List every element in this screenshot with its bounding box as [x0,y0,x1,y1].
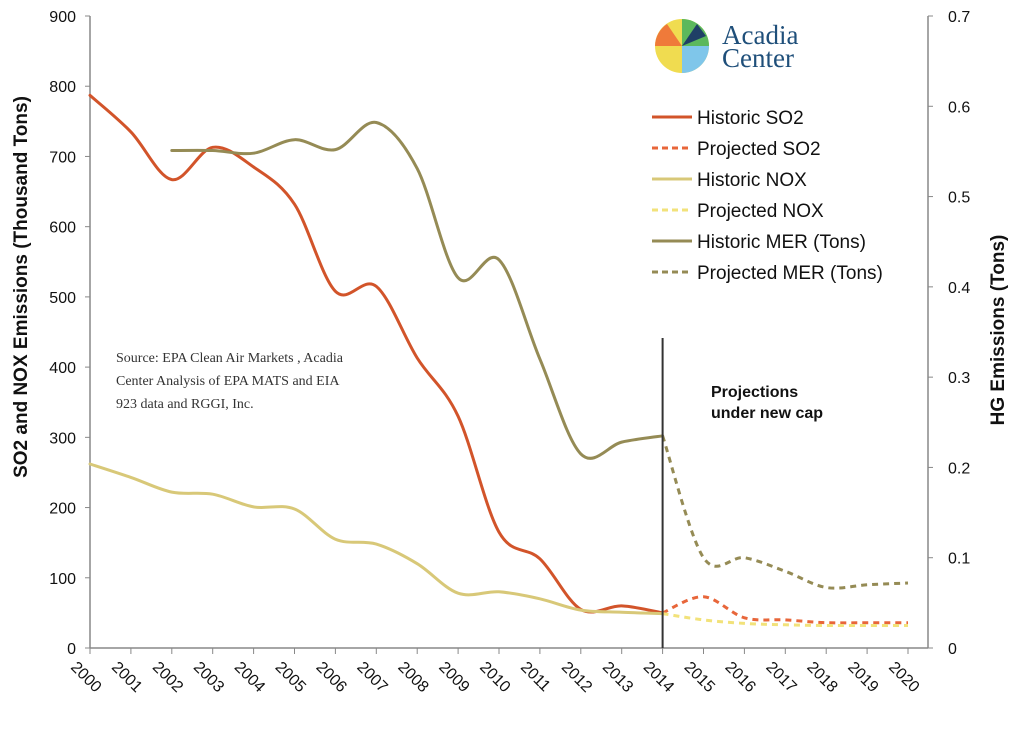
projection-label-line-1: Projections [711,384,798,401]
x-tick-label: 2018 [803,659,840,696]
annotation-layer: Source: EPA Clean Air Markets , Acadia C… [116,338,823,648]
series-line-historic-mer-tons [170,120,665,460]
projection-label-line-2: under new cap [711,405,823,422]
logo-quadrant-orange [655,24,682,46]
source-note-line-3: 923 data and RGGI, Inc. [116,397,254,412]
left-tick-label: 300 [49,430,76,447]
series-line-historic-nox [88,462,665,616]
legend-label-projected-nox: Projected NOX [697,201,824,222]
series-line-historic-so2 [88,93,665,615]
x-tick-label: 2019 [844,659,881,696]
x-tick-label: 2012 [558,659,595,696]
legend-label-historic-so2: Historic SO2 [697,108,804,129]
series-layer [88,93,909,628]
series-line-projected-mer-tons [661,435,909,590]
series-line-projected-nox [662,612,908,628]
right-tick-label: 0.6 [948,99,970,116]
x-tick-label: 2004 [231,659,268,696]
x-tick-label: 2003 [190,659,227,696]
left-tick-label: 800 [49,79,76,96]
left-tick-label: 500 [49,290,76,307]
source-note-line-2: Center Analysis of EPA MATS and EIA [116,374,340,389]
x-tick-label: 2005 [272,659,309,696]
x-tick-label: 2001 [108,659,145,696]
right-tick-label: 0.5 [948,190,970,207]
x-tick-label: 2002 [149,659,186,696]
left-tick-label: 100 [49,571,76,588]
left-tick-label: 200 [49,501,76,518]
left-tick-label: 0 [67,641,76,658]
right-tick-label: 0 [948,641,957,658]
right-tick-label: 0.7 [948,9,970,26]
left-axis-title: SO2 and NOX Emissions (Thousand Tons) [11,96,32,478]
x-tick-label: 2014 [640,659,677,696]
x-tick-label: 2009 [435,659,472,696]
logo-name-line-2: Center [722,43,794,73]
legend-label-historic-mer-tons: Historic MER (Tons) [697,232,866,253]
acadia-center-logo: Acadia Center [655,19,798,73]
x-tick-label: 2010 [476,659,513,696]
series-line-projected-so2 [661,595,908,625]
legend-label-historic-nox: Historic NOX [697,170,807,191]
x-tick-label: 2016 [722,659,759,696]
x-tick-label: 2015 [681,659,718,696]
right-axis-title: HG Emissions (Tons) [988,235,1009,426]
x-tick-label: 2020 [885,659,922,696]
left-tick-label: 900 [49,9,76,26]
x-tick-label: 2017 [762,659,799,696]
right-tick-label: 0.2 [948,460,970,477]
x-tick-label: 2007 [353,659,390,696]
x-tick-label: 2006 [313,659,350,696]
legend-label-projected-so2: Projected SO2 [697,139,821,160]
left-tick-label: 400 [49,360,76,377]
x-tick-label: 2011 [517,659,553,695]
x-tick-label: 2000 [67,659,104,696]
logo-quadrant-navy [682,24,706,46]
legend-label-projected-mer-tons: Projected MER (Tons) [697,263,883,284]
right-tick-label: 0.1 [948,551,970,568]
source-note-line-1: Source: EPA Clean Air Markets , Acadia [116,351,344,366]
logo-name-line-1: Acadia [722,20,798,50]
right-tick-label: 0.3 [948,370,970,387]
x-tick-label: 2008 [394,659,431,696]
x-tick-label: 2013 [599,659,636,696]
right-tick-label: 0.4 [948,280,970,297]
left-tick-label: 700 [49,149,76,166]
logo-quadrant-blue [682,46,709,73]
legend: Historic SO2 Projected SO2 Historic NOX Pro… [652,108,883,284]
left-tick-label: 600 [49,220,76,237]
